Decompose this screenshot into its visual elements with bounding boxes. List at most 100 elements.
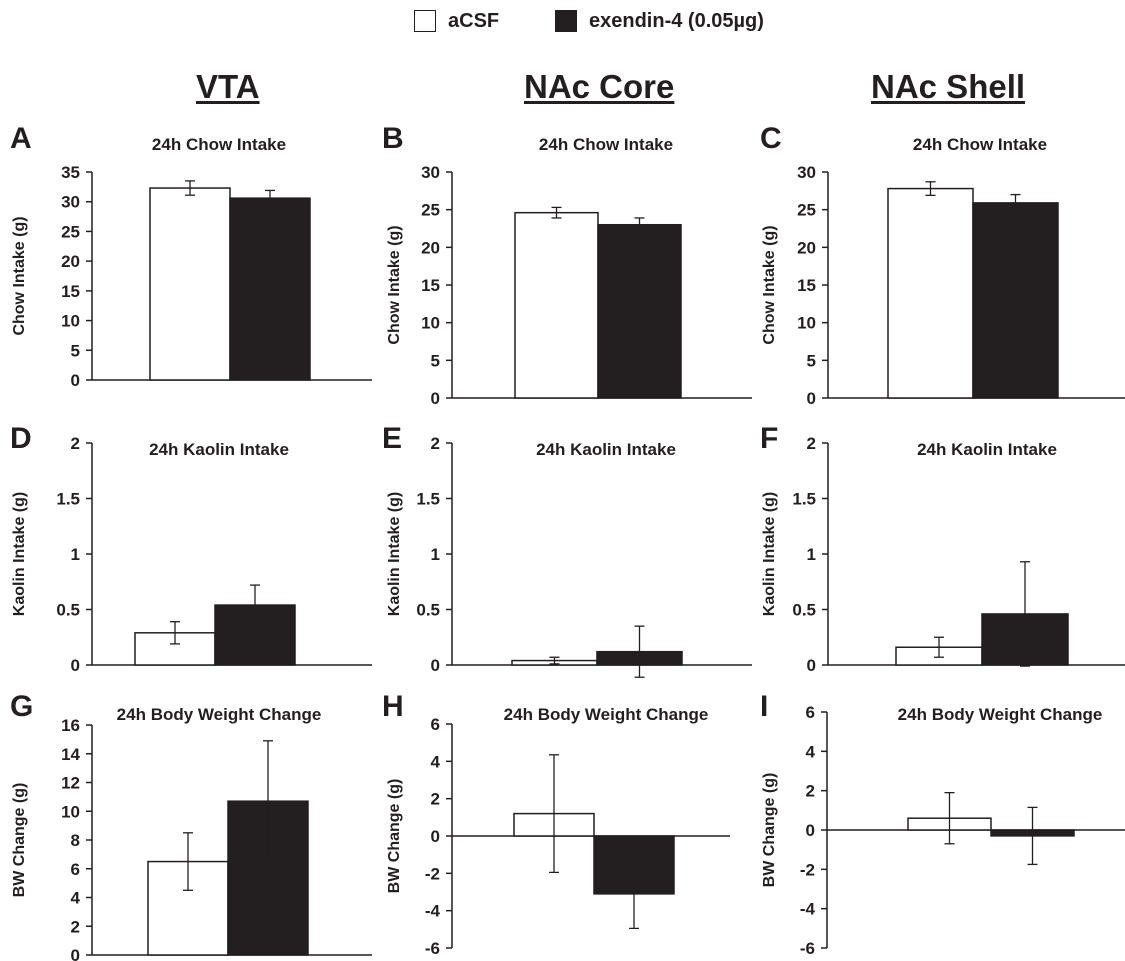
panel-b-y-tick-label: 30 (421, 163, 440, 182)
panel-i-y-tick-label: 6 (806, 703, 815, 722)
panel-a-y-tick-label: 20 (61, 252, 80, 271)
panel-f-y-tick-label: 2 (807, 434, 816, 453)
panel-g-y-tick-label: 0 (71, 946, 80, 961)
panel-d-bar-exendin (214, 604, 296, 666)
panel-e-letter: E (382, 422, 403, 455)
panel-a-bar-acsf (149, 187, 231, 381)
panel-e-y-label: Kaolin Intake (g) (386, 492, 403, 616)
panel-c-y-tick-label: 25 (797, 201, 816, 220)
panel-c-y-tick-label: 5 (807, 351, 816, 370)
panel-c-y-tick-label: 20 (797, 238, 816, 257)
panel-e-y-tick-label: 0.5 (416, 601, 440, 620)
panel-g-y-tick-label: 16 (61, 716, 80, 735)
panel-h-y-tick-label: 6 (431, 715, 440, 734)
legend-item-exendin: exendin-4 (0.05µg) (555, 6, 764, 36)
panel-f-title: 24h Kaolin Intake (917, 440, 1057, 459)
panel-h-y-label: BW Change (g) (386, 779, 403, 894)
panel-d-y-label: Kaolin Intake (g) (11, 492, 28, 616)
panel-a-y-tick-label: 35 (61, 163, 80, 182)
panel-g-y-tick-label: 4 (71, 889, 81, 908)
panel-c-y-label: Chow Intake (g) (761, 225, 778, 344)
panel-i-y-tick-label: -2 (800, 860, 815, 879)
panel-e-error-bar-acsf (549, 656, 560, 665)
panel-c-y-tick-label: 30 (797, 163, 816, 182)
legend-label-exendin: exendin-4 (0.05µg) (589, 9, 764, 32)
panel-f-bar-acsf (895, 646, 983, 666)
panel-i-letter: I (760, 690, 769, 723)
panel-h-y-tick-label: -2 (425, 864, 440, 883)
panel-i-error-bar-exendin (1027, 806, 1038, 866)
panel-i-bar-acsf (907, 817, 992, 831)
panel-b-y-tick-label: 5 (431, 351, 440, 370)
column-title-nac-shell: NAc Shell (871, 68, 1026, 105)
panel-h-error-bar-exendin (629, 858, 639, 930)
panel-h-y-tick-label: -4 (425, 902, 441, 921)
panel-a-y-tick-label: 15 (61, 282, 80, 301)
legend-swatch-acsf (414, 10, 436, 32)
panel-g-bar-exendin (227, 800, 309, 956)
panel-e-y-tick-label: 1.5 (416, 490, 440, 509)
panel-e-bar-exendin (596, 650, 683, 666)
panel-h-letter: H (382, 690, 404, 723)
panel-c-title: 24h Chow Intake (913, 135, 1047, 154)
panel-h-y-tick-label: 2 (431, 790, 440, 809)
panel-g-bar-acsf (147, 860, 229, 956)
panel-c-error-bar-exendin (1010, 193, 1021, 212)
panel-i-bar-exendin (990, 829, 1075, 837)
panel-f-y-tick-label: 0 (807, 656, 816, 675)
panel-b-y-tick-label: 25 (421, 201, 440, 220)
panel-h-y-tick-label: 4 (431, 752, 441, 771)
legend-item-acsf: aCSF (414, 6, 499, 36)
panel-g-y-tick-label: 12 (61, 774, 80, 793)
panel-g-y-tick-label: 6 (71, 860, 80, 879)
panel-f-y-label: Kaolin Intake (g) (761, 492, 778, 616)
panel-a-y-tick-label: 30 (61, 193, 80, 212)
panel-b-error-bar-exendin (634, 217, 645, 233)
panel-b-y-label: Chow Intake (g) (386, 225, 403, 344)
panel-d-title: 24h Kaolin Intake (149, 440, 289, 459)
panel-d-y-tick-label: 0 (71, 656, 80, 675)
panel-i-title: 24h Body Weight Change (898, 705, 1103, 724)
panel-f-bar-exendin (981, 613, 1069, 666)
panel-e-error-bar-exendin (634, 625, 645, 678)
panel-g-y-tick-label: 8 (71, 831, 80, 850)
panel-h-error-bar-acsf (549, 754, 559, 874)
panel-b-y-tick-label: 10 (421, 314, 440, 333)
legend-swatch-exendin (555, 10, 577, 32)
panel-d-y-tick-label: 1.5 (56, 490, 80, 509)
panel-h-bar-acsf (513, 812, 595, 837)
panel-i-y-tick-label: -6 (800, 939, 815, 958)
panel-g-y-label: BW Change (g) (11, 783, 28, 898)
panel-c-y-tick-label: 0 (807, 389, 816, 408)
panel-a-bar-exendin (229, 197, 311, 381)
panel-d-error-bar-exendin (250, 584, 260, 626)
legend-label-acsf: aCSF (448, 9, 500, 32)
panel-d-y-tick-label: 2 (71, 434, 80, 453)
panel-e-bar-acsf (511, 659, 598, 666)
panel-b-y-tick-label: 20 (421, 238, 440, 257)
panel-a-y-tick-label: 10 (61, 312, 80, 331)
panel-i-y-label: BW Change (g) (761, 773, 778, 888)
panel-i-y-tick-label: 0 (806, 821, 815, 840)
panel-a-error-bar-exendin (265, 189, 275, 207)
panel-d-y-tick-label: 1 (71, 545, 80, 564)
panel-h-title: 24h Body Weight Change (504, 705, 709, 724)
panel-i-y-tick-label: 4 (806, 742, 816, 761)
panel-a-y-label: Chow Intake (g) (11, 216, 28, 335)
panel-b-y-tick-label: 15 (421, 276, 440, 295)
panel-a-y-tick-label: 25 (61, 222, 80, 241)
panel-f-y-tick-label: 1.5 (792, 490, 816, 509)
column-title-vta: VTA (196, 68, 260, 105)
panel-d-bar-acsf (134, 632, 216, 666)
panel-g-y-tick-label: 14 (61, 745, 80, 764)
panel-f-y-tick-label: 0.5 (792, 601, 816, 620)
panel-d-y-tick-label: 0.5 (56, 601, 80, 620)
panel-i-error-bar-acsf (944, 791, 955, 845)
panel-b-error-bar-acsf (551, 206, 562, 219)
panel-f-error-bar-acsf (934, 636, 944, 658)
